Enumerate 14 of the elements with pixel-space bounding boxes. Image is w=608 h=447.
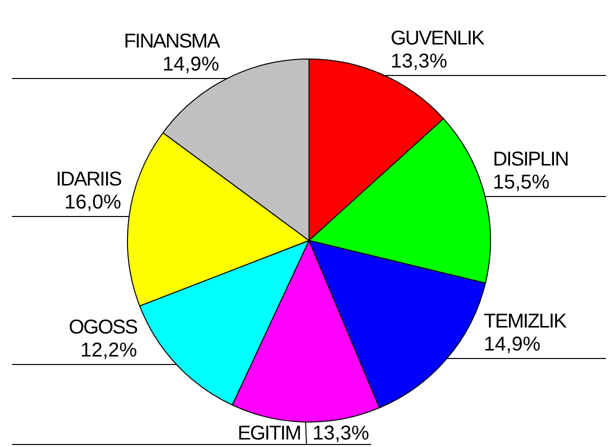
slice-label: OGOSS (68, 316, 138, 338)
data-label: 12,2% (80, 340, 138, 362)
slice-label: IDARIIS (56, 168, 122, 190)
data-label: 15,5% (492, 172, 550, 194)
data-label: 13,3% (312, 422, 370, 444)
data-label: 13,3% (390, 50, 448, 72)
data-label: 16,0% (64, 192, 122, 214)
slice-label: DISIPLIN (492, 148, 568, 170)
data-label: 14,9% (484, 334, 541, 356)
slice-label: FINANSMA (124, 30, 221, 52)
data-label: 14,9% (162, 54, 220, 76)
slice-label: TEMIZLIK (484, 310, 568, 332)
slice-label: EGITIM (238, 422, 301, 444)
slice-label: GUVENLIK (390, 28, 486, 50)
